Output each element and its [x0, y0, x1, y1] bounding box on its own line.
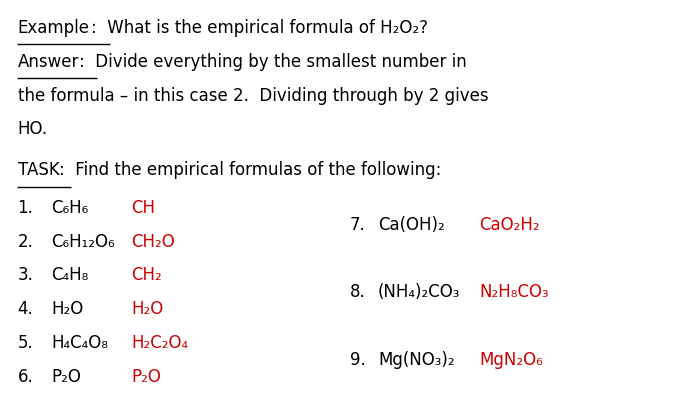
Text: C₆H₁₂O₆: C₆H₁₂O₆ — [51, 232, 115, 250]
Text: MgN₂O₆: MgN₂O₆ — [480, 351, 543, 368]
Text: CH: CH — [131, 198, 155, 216]
Text: 4.: 4. — [18, 300, 34, 318]
Text: Answer: Answer — [18, 52, 79, 70]
Text: 3.: 3. — [18, 266, 34, 284]
Text: 1.: 1. — [18, 198, 34, 216]
Text: Example: Example — [18, 19, 90, 36]
Text: :  Divide everything by the smallest number in: : Divide everything by the smallest numb… — [79, 52, 467, 70]
Text: 8.: 8. — [350, 283, 365, 301]
Text: C₄H₈: C₄H₈ — [51, 266, 88, 284]
Text: P₂O: P₂O — [51, 368, 81, 385]
Text: 5.: 5. — [18, 334, 34, 351]
Text: H₂O: H₂O — [51, 300, 83, 318]
Text: CaO₂H₂: CaO₂H₂ — [480, 215, 540, 233]
Text: CH₂O: CH₂O — [131, 232, 175, 250]
Text: TASK: TASK — [18, 161, 60, 179]
Text: 2.: 2. — [18, 232, 34, 250]
Text: 9.: 9. — [350, 351, 365, 368]
Text: Ca(OH)₂: Ca(OH)₂ — [378, 215, 444, 233]
Text: :  Find the empirical formulas of the following:: : Find the empirical formulas of the fol… — [60, 161, 442, 179]
Text: (NH₄)₂CO₃: (NH₄)₂CO₃ — [378, 283, 461, 301]
Text: N₂H₈CO₃: N₂H₈CO₃ — [480, 283, 549, 301]
Text: 6.: 6. — [18, 368, 34, 385]
Text: CH₂: CH₂ — [131, 266, 162, 284]
Text: Mg(NO₃)₂: Mg(NO₃)₂ — [378, 351, 454, 368]
Text: C₆H₆: C₆H₆ — [51, 198, 88, 216]
Text: HO.: HO. — [18, 120, 48, 138]
Text: H₂O: H₂O — [131, 300, 163, 318]
Text: P₂O: P₂O — [131, 368, 161, 385]
Text: :  What is the empirical formula of H₂O₂?: : What is the empirical formula of H₂O₂? — [91, 19, 428, 36]
Text: H₄C₄O₈: H₄C₄O₈ — [51, 334, 108, 351]
Text: the formula – in this case 2.  Dividing through by 2 gives: the formula – in this case 2. Dividing t… — [18, 86, 488, 104]
Text: 7.: 7. — [350, 215, 365, 233]
Text: H₂C₂O₄: H₂C₂O₄ — [131, 334, 188, 351]
